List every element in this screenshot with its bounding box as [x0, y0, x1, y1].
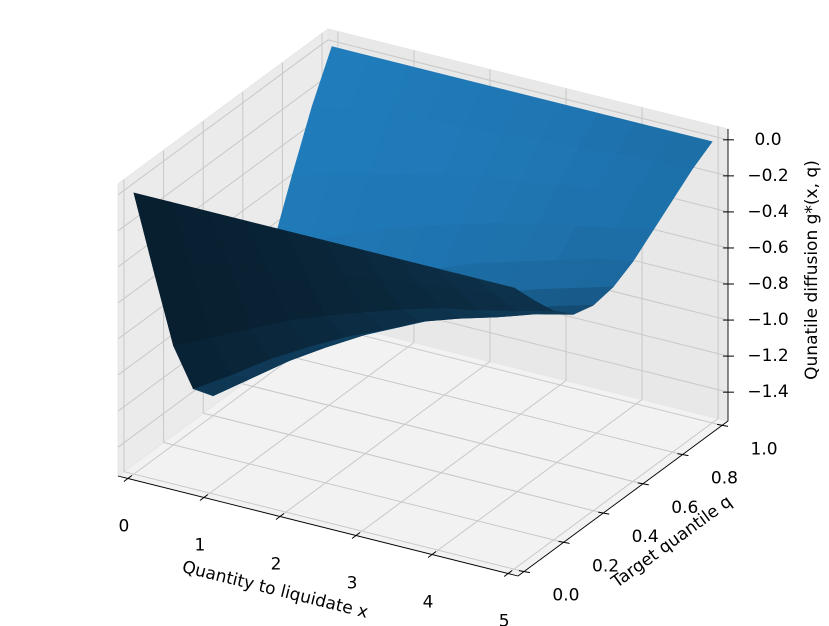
- axis-line: [517, 420, 729, 577]
- y-tick: [637, 482, 649, 486]
- z-tick-label: −0.6: [747, 238, 788, 258]
- x-tick: [275, 513, 285, 520]
- z-tick-label: −1.4: [747, 382, 788, 402]
- y-tick-label: 0.8: [711, 469, 738, 489]
- y-tick: [558, 540, 570, 544]
- z-tick-label: 0.0: [754, 130, 781, 150]
- grid-line: [203, 342, 415, 498]
- x-tick: [199, 494, 209, 501]
- y-tick: [716, 423, 729, 427]
- grid-line: [123, 471, 525, 573]
- y-tick-label: 0.4: [632, 527, 659, 547]
- x-tick: [427, 551, 437, 558]
- x-tick-label: 5: [499, 612, 510, 626]
- y-tick-label: 0.6: [671, 498, 698, 518]
- x-tick: [503, 570, 513, 577]
- grid-line: [355, 380, 567, 536]
- y-tick-label: 0.2: [592, 556, 619, 576]
- x-tick-label: 3: [347, 574, 358, 594]
- grid-line: [282, 354, 683, 456]
- surface-patch: [475, 278, 535, 301]
- grid-line: [321, 324, 723, 426]
- grid-line: [117, 39, 329, 196]
- grid-line: [431, 399, 643, 555]
- grid-line: [327, 39, 729, 141]
- y-tick-label: 0.0: [552, 586, 579, 606]
- z-tick-label: −1.0: [747, 310, 788, 330]
- grid-line: [279, 361, 491, 517]
- x-tick-label: 2: [271, 554, 282, 574]
- z-tick-label: −0.8: [747, 274, 788, 294]
- x-tick: [351, 532, 361, 539]
- z-tick-label: −0.2: [747, 166, 788, 186]
- y-tick: [677, 453, 689, 457]
- x-tick-label: 1: [195, 535, 206, 555]
- grid-line: [163, 441, 564, 543]
- z-tick-label: −1.2: [747, 346, 788, 366]
- grid-line: [203, 412, 604, 514]
- x-tick-label: 0: [118, 516, 129, 536]
- grid-line: [507, 418, 719, 574]
- x-tick-label: 4: [423, 593, 434, 613]
- z-axis-label: Qunatile diffusion g*(x, q): [802, 160, 822, 380]
- y-tick: [518, 570, 531, 574]
- grid-line: [242, 383, 643, 485]
- x-tick: [123, 475, 133, 482]
- axis-line: [117, 475, 519, 577]
- z-tick-label: −0.4: [747, 202, 788, 222]
- y-tick: [598, 511, 610, 515]
- y-tick-label: 1.0: [751, 439, 778, 459]
